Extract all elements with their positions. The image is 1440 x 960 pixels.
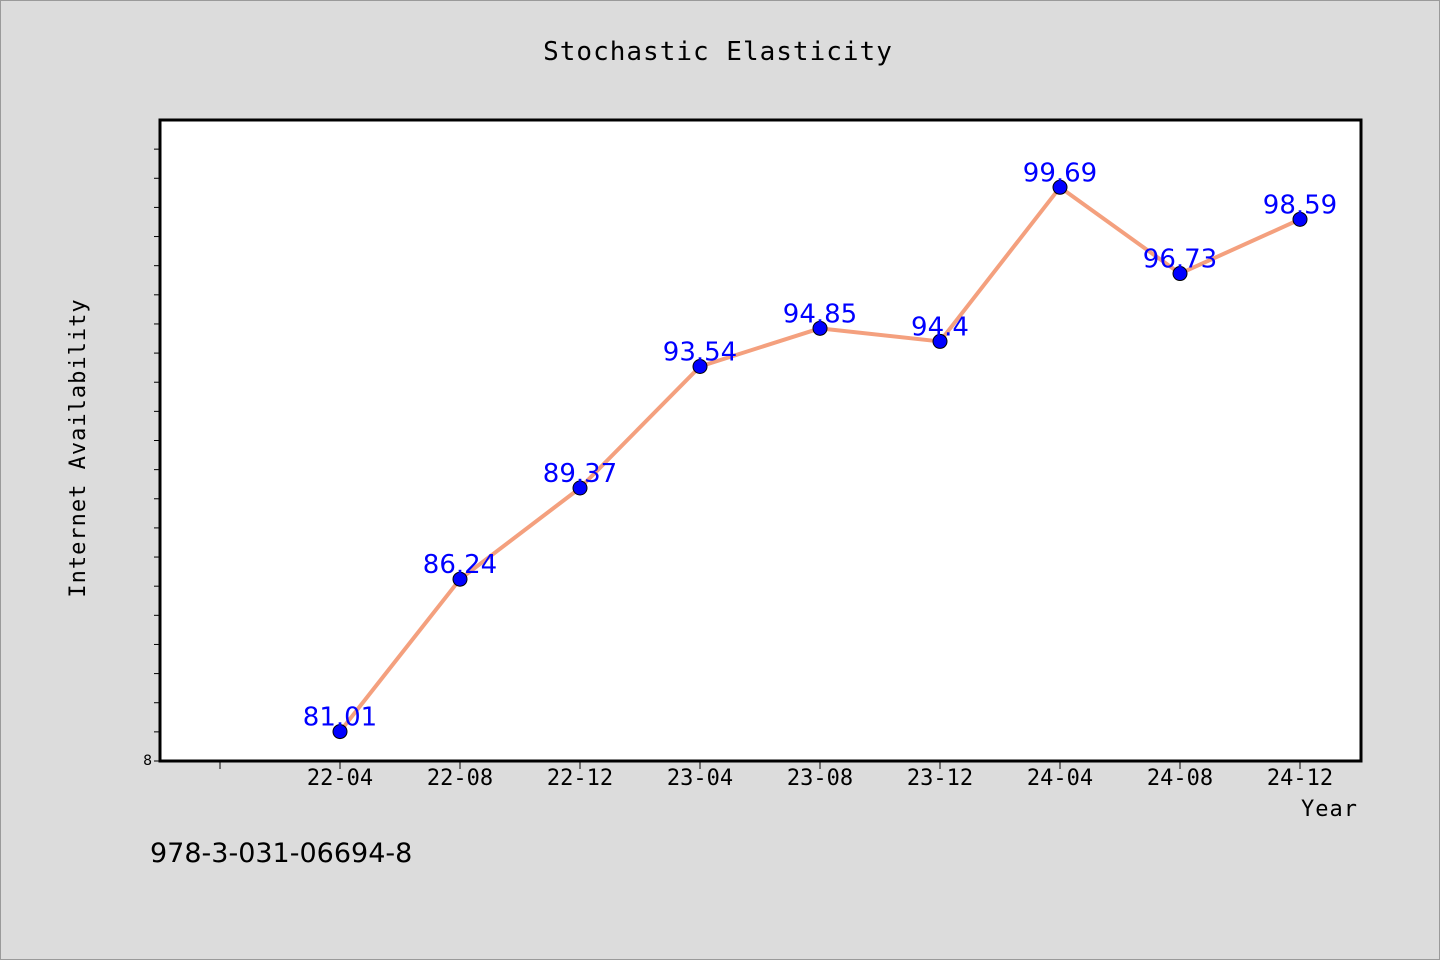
plot-area (160, 120, 1361, 761)
x-axis-ticks: 22-04 22-08 22-12 23-04 23-08 23-12 24-04 24-08… (220, 761, 1333, 791)
chart-title: Stochastic Elasticity (543, 37, 893, 67)
x-tick-label: 24-12 (1267, 766, 1333, 791)
x-tick-label: 22-08 (427, 766, 493, 791)
x-axis-label: Year (1301, 797, 1358, 822)
data-label: 93.54 (663, 337, 737, 367)
data-label: 98.59 (1263, 190, 1337, 220)
data-label: 81.01 (303, 703, 377, 733)
data-label: 94.4 (911, 312, 969, 342)
data-label: 89.37 (543, 459, 617, 489)
x-tick-label: 22-12 (547, 766, 613, 791)
x-tick-label: 24-08 (1147, 766, 1213, 791)
x-tick-label: 23-12 (907, 766, 973, 791)
data-label: 99.69 (1023, 158, 1097, 188)
data-label: 94.85 (783, 299, 857, 329)
x-tick-label: 24-04 (1027, 766, 1093, 791)
x-tick-label: 23-08 (787, 766, 853, 791)
x-tick-label: 22-04 (307, 766, 373, 791)
data-label: 86.24 (423, 550, 497, 580)
data-label: 96.73 (1143, 245, 1217, 275)
x-tick-label: 23-04 (667, 766, 733, 791)
footer-isbn: 978-3-031-06694-8 (150, 838, 412, 869)
y-axis-label: Internet Availability (66, 298, 91, 597)
y-axis-min-label: 8 (143, 753, 152, 769)
